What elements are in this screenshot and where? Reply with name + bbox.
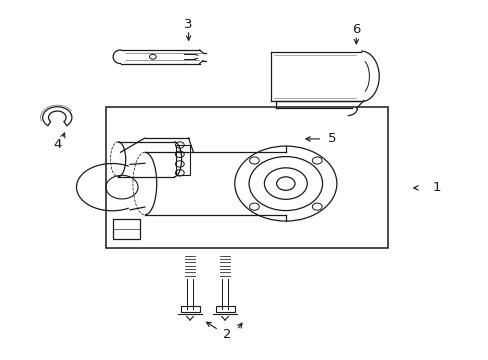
Text: 3: 3 bbox=[184, 18, 192, 31]
Bar bbox=[215, 306, 234, 312]
Bar bbox=[180, 306, 199, 312]
Bar bbox=[113, 219, 140, 239]
Text: 4: 4 bbox=[53, 139, 61, 152]
Bar bbox=[106, 107, 387, 248]
Text: 5: 5 bbox=[327, 132, 336, 145]
Text: 1: 1 bbox=[431, 181, 440, 194]
Bar bbox=[176, 145, 190, 175]
Text: 6: 6 bbox=[351, 23, 360, 36]
Text: 2: 2 bbox=[223, 328, 231, 341]
